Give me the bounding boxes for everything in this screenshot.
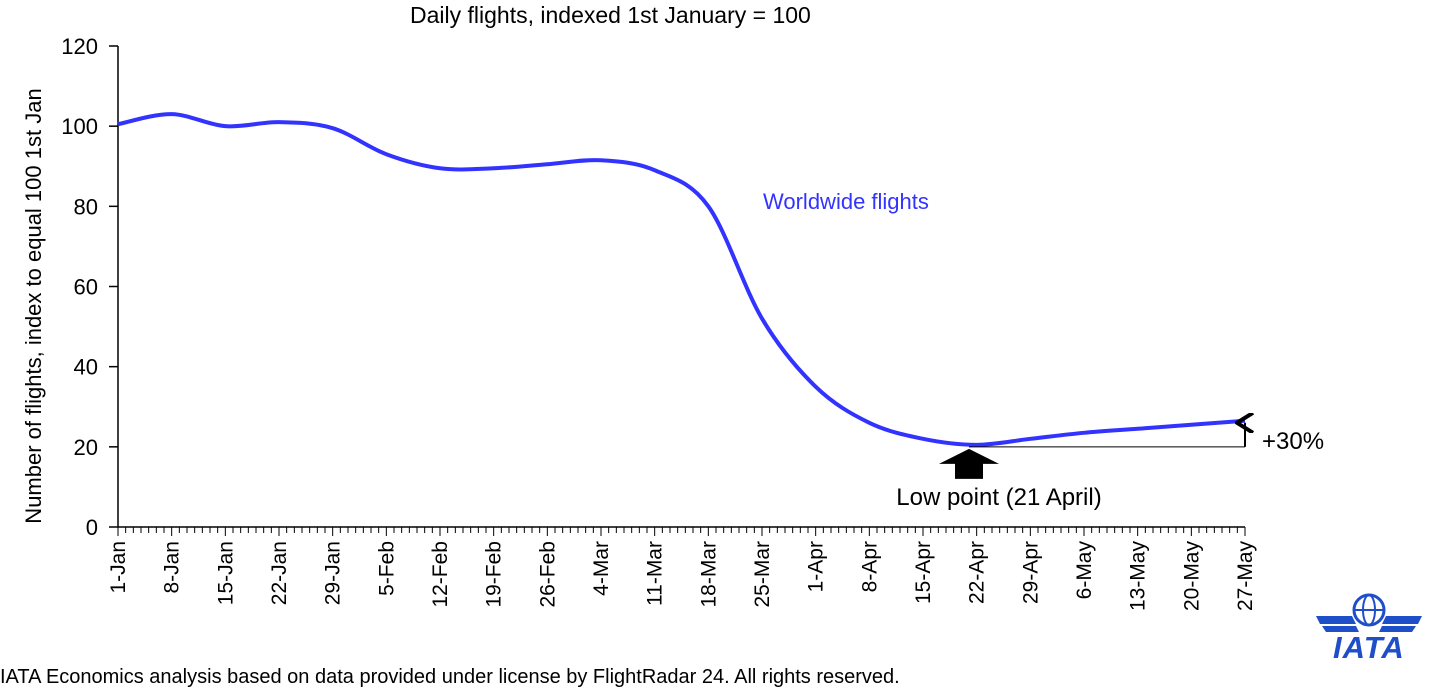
x-tick-label: 22-Apr (966, 541, 989, 604)
x-tick-label: 29-Apr (1019, 541, 1042, 604)
x-tick-label: 19-Feb (483, 541, 506, 608)
series-group (117, 112, 1246, 447)
x-tick-label: 8-Jan (161, 541, 184, 594)
y-tick-label: 100 (61, 114, 98, 139)
series-line-worldwide (117, 112, 1246, 447)
series-label: Worldwide flights (763, 189, 929, 214)
x-tick-label: 1-Jan (107, 541, 130, 594)
x-tick-label: 6-May (1073, 541, 1096, 600)
x-tick-label: 13-May (1127, 541, 1150, 612)
y-tick-label: 40 (74, 355, 98, 380)
x-tick-label: 15-Apr (912, 541, 935, 604)
y-ticks: 0 20 40 60 80 100 120 (61, 34, 118, 540)
x-tick-label: 5-Feb (375, 541, 398, 596)
x-ticks: 1-Jan 8-Jan 15-Jan 22-Jan 29-Jan 5-Feb 12-Feb 1… (107, 527, 1257, 611)
annotations: Worldwide flights +30% Low point (21 April… (763, 189, 1324, 511)
axes (117, 46, 1245, 528)
y-tick-label: 20 (74, 435, 98, 460)
x-tick-label: 22-Jan (268, 541, 291, 605)
y-tick-label: 60 (74, 275, 98, 300)
x-tick-label: 27-May (1234, 541, 1257, 612)
x-tick-label: 20-May (1180, 541, 1203, 612)
x-tick-label: 18-Mar (697, 541, 720, 608)
x-tick-label: 26-Feb (536, 541, 559, 608)
y-tick-label: 0 (86, 515, 98, 540)
x-tick-label: 1-Apr (805, 541, 828, 592)
low-point-arrow-icon (939, 448, 999, 479)
y-tick-label: 80 (74, 194, 98, 219)
x-tick-label: 15-Jan (214, 541, 237, 605)
source-note: IATA Economics analysis based on data pr… (0, 666, 900, 688)
x-tick-label: 25-Mar (751, 541, 774, 608)
x-tick-label: 8-Apr (858, 541, 881, 592)
x-tick-label: 11-Mar (644, 541, 667, 606)
y-tick-label: 120 (61, 34, 98, 59)
iata-logo-icon (1316, 593, 1422, 632)
change-label: +30% (1262, 428, 1324, 455)
low-point-label: Low point (21 April) (896, 484, 1101, 511)
chart-title: Daily flights, indexed 1st January = 100 (410, 2, 811, 28)
x-tick-label: 29-Jan (322, 541, 345, 605)
x-tick-label: 4-Mar (590, 541, 613, 596)
x-tick-label: 12-Feb (429, 541, 452, 608)
iata-logo-text: IATA (1333, 630, 1405, 665)
